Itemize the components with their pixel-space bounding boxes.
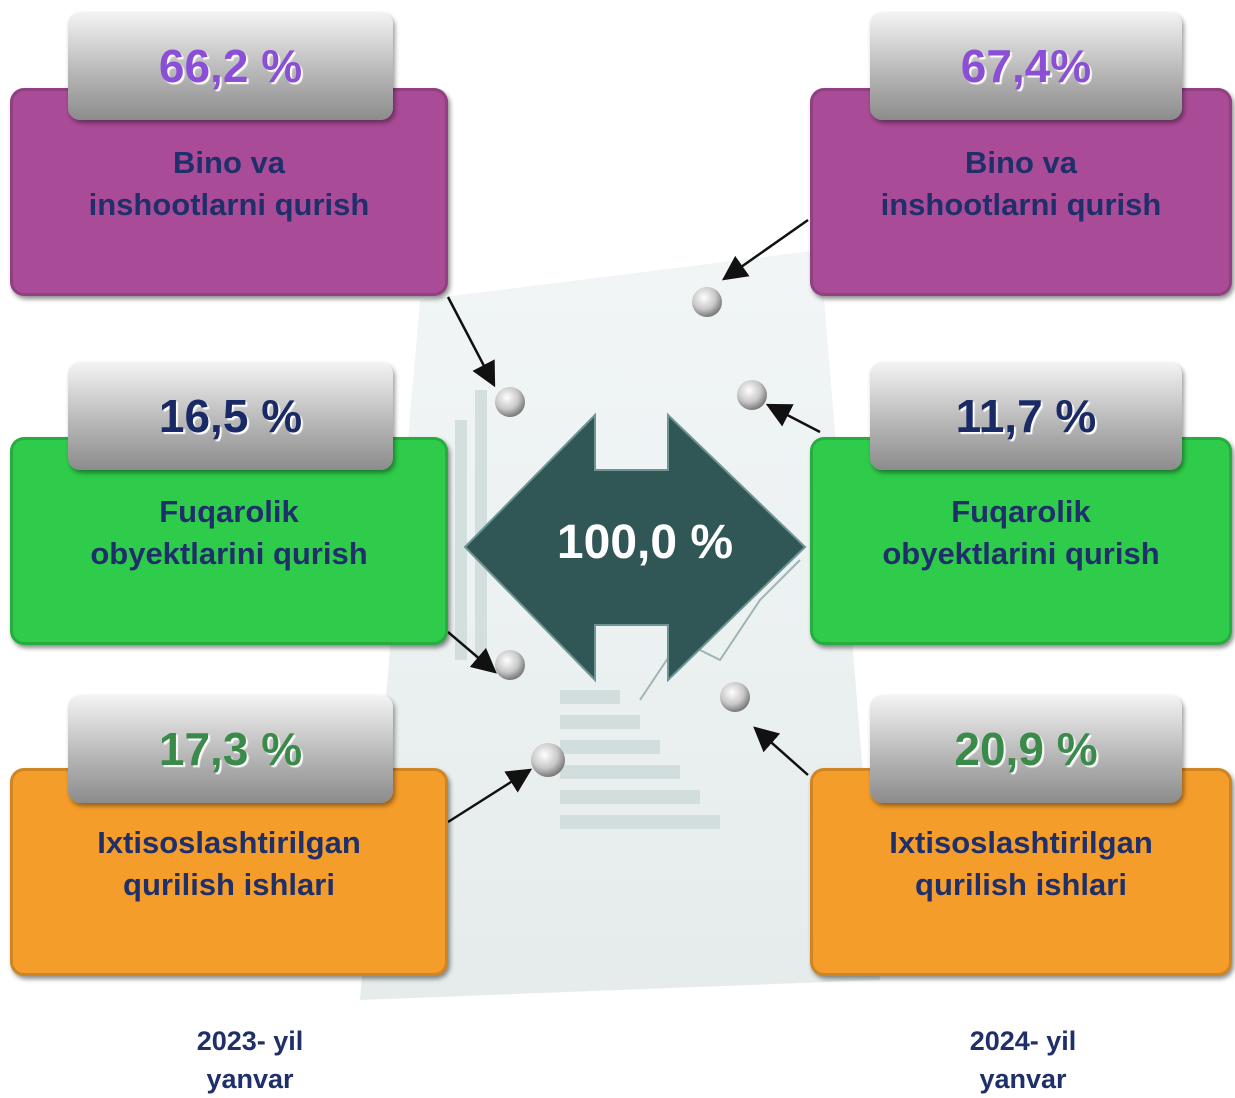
category-label: Fuqarolik [951, 494, 1091, 529]
percent-value: 11,7 % [870, 362, 1182, 470]
category-label: inshootlarni qurish [880, 187, 1162, 222]
category-box [10, 88, 448, 296]
category-label: qurilish ishlari [915, 867, 1127, 902]
category-label: obyektlarini qurish [90, 536, 368, 571]
category-label: qurilish ishlari [123, 867, 335, 902]
category-label: Bino va [173, 145, 285, 180]
percent-value: 16,5 % [68, 362, 393, 470]
category-box [10, 437, 448, 645]
percent-value: 67,4% [870, 12, 1182, 120]
center-label: 100,0 % [557, 516, 733, 569]
percent-value: 20,9 % [870, 695, 1182, 803]
category-label: Ixtisoslashtirilgan [97, 825, 361, 860]
year-label: 2024- yil [969, 1026, 1077, 1056]
category-label: Fuqarolik [159, 494, 299, 529]
category-label: obyektlarini qurish [882, 536, 1160, 571]
percent-value: 17,3 % [68, 695, 393, 803]
year-label: 2023- yil [196, 1026, 304, 1056]
year-label: yanvar [206, 1064, 294, 1094]
percent-value: 66,2 % [68, 12, 393, 120]
category-box [810, 88, 1232, 296]
category-label: Bino va [965, 145, 1077, 180]
year-label: yanvar [979, 1064, 1067, 1094]
category-label: inshootlarni qurish [88, 187, 370, 222]
category-box [810, 437, 1232, 645]
category-label: Ixtisoslashtirilgan [889, 825, 1153, 860]
